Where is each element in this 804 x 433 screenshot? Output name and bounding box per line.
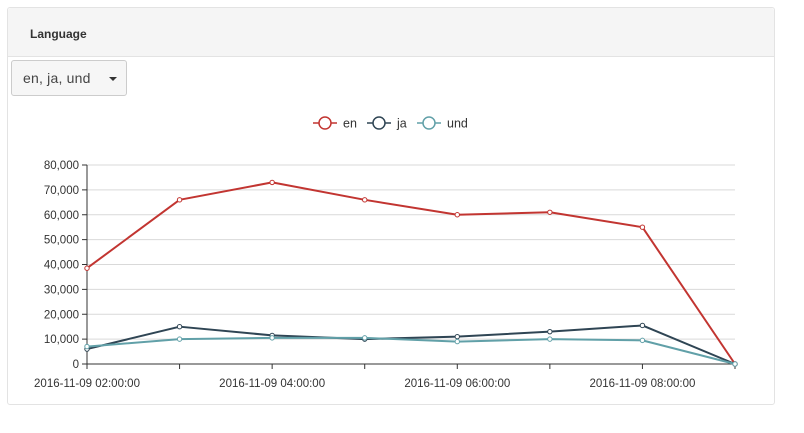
y-tick-label: 80,000 <box>44 160 79 172</box>
legend-marker-icon <box>318 116 332 130</box>
data-point-en[interactable] <box>454 212 460 218</box>
legend-marker-icon <box>422 116 436 130</box>
series-line-en[interactable] <box>86 181 736 365</box>
legend-marker-icon <box>372 116 386 130</box>
data-point-en[interactable] <box>84 265 90 271</box>
legend-item-en[interactable]: en <box>313 116 357 131</box>
x-tick-label: 2016-11-09 04:00:00 <box>219 378 325 390</box>
y-tick-label: 60,000 <box>44 210 79 222</box>
legend-label: ja <box>396 117 407 131</box>
data-point-und[interactable] <box>639 337 646 344</box>
data-point-en[interactable] <box>639 224 646 230</box>
legend-label: en <box>343 117 357 131</box>
x-tick-label: 2016-11-09 06:00:00 <box>404 378 510 390</box>
data-point-und[interactable] <box>454 338 460 345</box>
caret-down-icon <box>109 77 117 81</box>
x-tick-label: 2016-11-09 02:00:00 <box>34 378 140 390</box>
y-tick-label: 70,000 <box>44 185 79 197</box>
data-point-und[interactable] <box>269 335 275 341</box>
data-point-ja[interactable] <box>639 322 646 329</box>
y-tick-label: 20,000 <box>44 309 79 321</box>
y-tick-label: 10,000 <box>44 334 79 346</box>
legend-label: und <box>447 117 468 131</box>
y-tick-label: 30,000 <box>44 284 79 296</box>
data-point-en[interactable] <box>362 197 368 203</box>
language-select[interactable]: en, ja, und <box>11 60 127 96</box>
series-line-ja[interactable] <box>86 324 736 365</box>
data-point-ja[interactable] <box>176 323 183 330</box>
data-point-und[interactable] <box>84 343 90 350</box>
language-select-value: en, ja, und <box>23 70 91 86</box>
data-point-und[interactable] <box>176 336 183 342</box>
data-point-en[interactable] <box>269 179 275 186</box>
data-point-en[interactable] <box>176 197 183 203</box>
data-point-und[interactable] <box>362 335 368 341</box>
y-tick-label: 50,000 <box>44 235 79 247</box>
panel-title: Language <box>30 27 87 41</box>
x-tick-label: 2016-11-09 08:00:00 <box>589 378 695 390</box>
y-tick-label: 40,000 <box>44 260 79 272</box>
data-point-und[interactable] <box>732 361 738 367</box>
legend-item-und[interactable]: und <box>417 116 468 131</box>
data-point-und[interactable] <box>547 336 553 342</box>
panel-header: Language <box>8 8 774 57</box>
data-point-en[interactable] <box>547 209 553 215</box>
legend-item-ja[interactable]: ja <box>367 116 407 131</box>
y-tick-label: 0 <box>73 359 79 371</box>
series-line-und[interactable] <box>86 336 736 365</box>
data-point-ja[interactable] <box>454 333 460 340</box>
data-point-ja[interactable] <box>547 328 553 335</box>
